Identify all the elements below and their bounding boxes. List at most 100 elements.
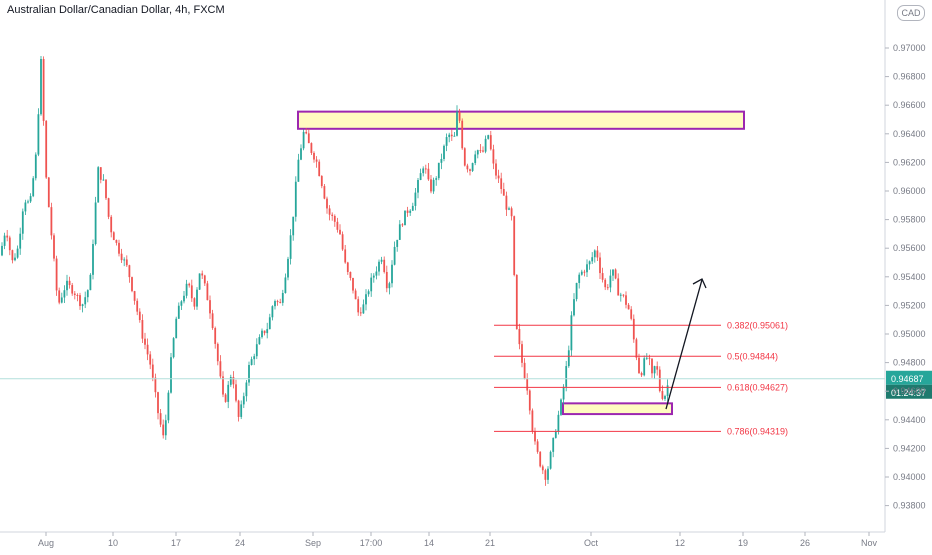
zones-layer bbox=[297, 110, 745, 416]
bullish-candle bbox=[456, 111, 458, 136]
bullish-candle bbox=[81, 304, 84, 307]
bullish-candle bbox=[16, 248, 19, 258]
bearish-candle bbox=[406, 210, 409, 213]
bearish-candle bbox=[328, 208, 331, 215]
bearish-candle bbox=[523, 362, 526, 379]
bearish-candle bbox=[211, 313, 214, 329]
bearish-candle bbox=[115, 240, 118, 243]
countdown-badge bbox=[886, 384, 932, 399]
bullish-candle bbox=[172, 338, 175, 358]
time-tick-label: 14 bbox=[424, 538, 434, 548]
last-price-badge bbox=[886, 370, 932, 385]
bearish-candle bbox=[50, 207, 53, 236]
price-tick-label: 0.93800 bbox=[893, 501, 926, 511]
bearish-candle bbox=[479, 150, 482, 152]
bearish-candle bbox=[500, 178, 503, 190]
bearish-candle bbox=[651, 358, 653, 374]
bearish-candle bbox=[401, 224, 404, 226]
bullish-candle bbox=[619, 294, 622, 296]
bearish-candle bbox=[58, 290, 61, 303]
bullish-candle bbox=[476, 150, 479, 155]
bullish-candle bbox=[471, 163, 474, 171]
bearish-candle bbox=[133, 291, 136, 301]
bearish-candle bbox=[635, 339, 638, 358]
bullish-candle bbox=[643, 358, 646, 376]
time-tick-label: 21 bbox=[485, 538, 495, 548]
bearish-candle bbox=[99, 167, 102, 180]
time-tick-label: Nov bbox=[861, 538, 878, 548]
bearish-candle bbox=[159, 413, 162, 425]
bullish-candle bbox=[560, 399, 562, 415]
bearish-candle bbox=[346, 262, 349, 272]
bullish-candle bbox=[21, 211, 24, 234]
bullish-candle bbox=[177, 305, 180, 319]
bullish-candle bbox=[393, 246, 396, 265]
bearish-candle bbox=[617, 278, 620, 296]
bullish-candle bbox=[180, 301, 183, 306]
bullish-candle bbox=[300, 148, 302, 160]
bullish-candle bbox=[63, 290, 66, 298]
price-tick-label: 0.94000 bbox=[893, 472, 926, 482]
price-tick-label: 0.95000 bbox=[893, 329, 926, 339]
bullish-candle bbox=[258, 337, 261, 345]
bearish-candle bbox=[136, 300, 139, 312]
bullish-candle bbox=[196, 289, 198, 307]
bullish-candle bbox=[645, 357, 648, 359]
price-tick-label: 0.95400 bbox=[893, 272, 926, 282]
bullish-candle bbox=[183, 295, 185, 302]
bearish-candle bbox=[146, 344, 149, 355]
bullish-candle bbox=[255, 344, 258, 357]
bullish-candle bbox=[573, 299, 575, 316]
bullish-candle bbox=[567, 350, 570, 367]
support-zone bbox=[562, 402, 673, 416]
bearish-candle bbox=[482, 150, 484, 152]
bearish-candle bbox=[6, 235, 9, 238]
price-tick-label: 0.94600 bbox=[893, 386, 926, 396]
bearish-candle bbox=[222, 376, 224, 395]
bearish-candle bbox=[237, 400, 240, 417]
price-tick-label: 0.95800 bbox=[893, 215, 926, 225]
bullish-candle bbox=[557, 414, 560, 432]
time-tick-label: Oct bbox=[584, 538, 599, 548]
bearish-candle bbox=[383, 259, 386, 272]
bearish-candle bbox=[632, 318, 635, 340]
bearish-candle bbox=[55, 258, 58, 291]
time-tick-label: 26 bbox=[800, 538, 810, 548]
candles-layer bbox=[1, 55, 669, 486]
bullish-candle bbox=[3, 235, 6, 246]
bearish-candle bbox=[125, 259, 128, 266]
bullish-candle bbox=[396, 239, 399, 247]
bullish-candle bbox=[388, 283, 391, 289]
bullish-candle bbox=[297, 159, 300, 182]
bearish-candle bbox=[599, 257, 601, 274]
bearish-candle bbox=[68, 280, 71, 286]
bullish-candle bbox=[409, 210, 412, 213]
bearish-candle bbox=[105, 179, 107, 199]
bearish-candle bbox=[47, 177, 50, 208]
bearish-candle bbox=[606, 287, 609, 289]
bearish-candle bbox=[604, 279, 607, 288]
bearish-candle bbox=[263, 330, 266, 334]
bullish-candle bbox=[453, 135, 456, 137]
bullish-candle bbox=[575, 282, 578, 300]
bearish-candle bbox=[536, 441, 539, 452]
bearish-candle bbox=[450, 134, 453, 137]
bearish-candle bbox=[188, 283, 191, 286]
bearish-candle bbox=[110, 216, 113, 233]
bearish-candle bbox=[201, 273, 204, 276]
price-tick-label: 0.95600 bbox=[893, 243, 926, 253]
bearish-candle bbox=[336, 221, 339, 230]
bullish-candle bbox=[24, 202, 27, 212]
bearish-candle bbox=[495, 163, 497, 176]
bullish-candle bbox=[508, 208, 510, 210]
currency-badge[interactable]: CAD bbox=[897, 5, 925, 21]
bullish-candle bbox=[593, 250, 596, 258]
bearish-candle bbox=[193, 298, 196, 307]
bearish-candle bbox=[232, 377, 235, 385]
bearish-candle bbox=[469, 169, 471, 171]
price-tick-label: 0.94800 bbox=[893, 358, 926, 368]
bearish-candle bbox=[349, 271, 352, 278]
